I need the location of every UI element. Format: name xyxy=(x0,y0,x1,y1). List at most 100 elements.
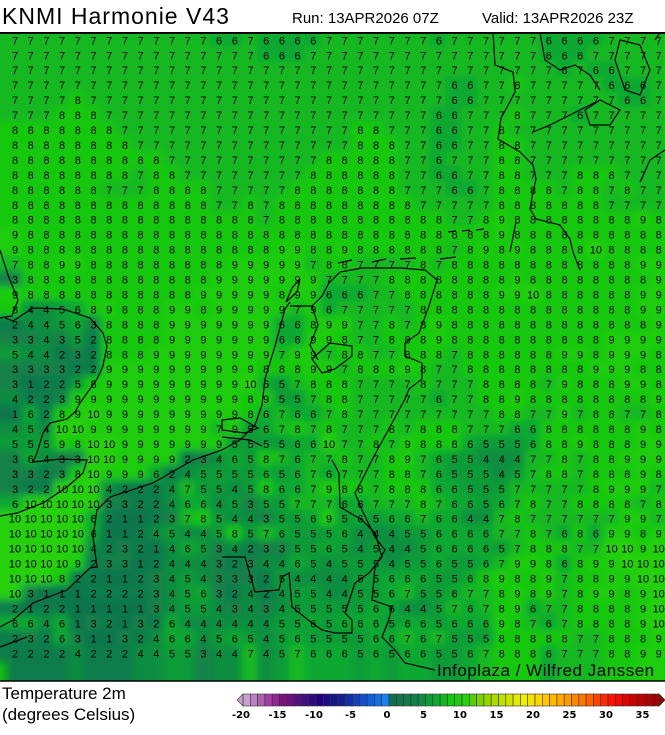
shade-cell xyxy=(634,241,652,259)
shade-cell xyxy=(116,76,134,94)
temperature-value: 6 xyxy=(389,574,395,586)
temperature-value: 5 xyxy=(279,469,285,481)
temperature-value: 10 xyxy=(653,603,665,615)
temperature-value: 8 xyxy=(593,215,599,227)
temperature-value: 8 xyxy=(185,230,191,242)
temperature-value: 10 xyxy=(527,289,539,301)
temperature-value: 5 xyxy=(200,603,206,615)
temperature-value: 8 xyxy=(561,469,567,481)
temperature-value: 8 xyxy=(514,334,520,346)
temperature-value: 7 xyxy=(467,155,473,167)
shade-cell xyxy=(163,76,181,94)
temperature-value: 8 xyxy=(59,409,65,421)
temperature-value: 9 xyxy=(122,394,128,406)
shade-cell xyxy=(178,91,197,109)
shade-cell xyxy=(21,151,40,169)
temperature-value: 6 xyxy=(467,80,473,92)
temperature-value: 2 xyxy=(185,454,191,466)
temperature-value: 5 xyxy=(169,529,175,541)
temperature-value: 7 xyxy=(373,394,379,406)
temperature-value: 7 xyxy=(561,588,567,600)
shade-cell xyxy=(273,106,291,124)
temperature-value: 7 xyxy=(373,275,379,287)
temperature-value: 6 xyxy=(342,648,348,660)
temperature-value: 8 xyxy=(624,469,630,481)
temperature-value: 8 xyxy=(546,349,552,361)
temperature-value: 5 xyxy=(467,559,473,571)
temperature-value: 9 xyxy=(247,289,253,301)
temperature-value: 5 xyxy=(200,544,206,556)
temperature-value: 8 xyxy=(138,245,144,257)
temperature-value: 6 xyxy=(609,65,615,77)
temperature-value: 9 xyxy=(310,334,316,346)
shade-cell xyxy=(163,196,181,214)
temperature-value: 8 xyxy=(656,230,662,242)
temperature-value: 7 xyxy=(420,65,426,77)
temperature-value: 4 xyxy=(389,529,395,541)
temperature-value: 8 xyxy=(640,230,646,242)
shade-cell xyxy=(320,46,338,64)
temperature-value: 6 xyxy=(561,65,567,77)
shade-cell xyxy=(492,136,511,154)
shade-cell xyxy=(0,136,9,154)
temperature-value: 8 xyxy=(593,454,599,466)
temperature-value: 6 xyxy=(452,95,458,107)
shade-cell xyxy=(68,166,87,184)
shade-cell xyxy=(53,226,71,244)
colorbar-tick-label: 20 xyxy=(526,710,540,721)
temperature-value: 9 xyxy=(640,588,646,600)
temperature-value: 5 xyxy=(514,469,520,481)
temperature-value: 9 xyxy=(169,454,175,466)
temperature-value: 7 xyxy=(420,170,426,182)
temperature-value: 7 xyxy=(28,35,34,47)
temperature-value: 2 xyxy=(153,618,159,630)
temperature-value: 8 xyxy=(514,514,520,526)
shade-cell xyxy=(6,196,24,214)
temperature-value: 6 xyxy=(452,110,458,122)
temperature-value: 9 xyxy=(609,574,615,586)
temperature-value: 10 xyxy=(25,574,37,586)
shade-cell xyxy=(131,61,150,79)
shade-cell xyxy=(351,121,370,139)
temperature-value: 6 xyxy=(185,544,191,556)
temperature-value: 7 xyxy=(483,588,489,600)
temperature-value: 8 xyxy=(561,334,567,346)
temperature-value: 9 xyxy=(153,394,159,406)
temperature-value: 5 xyxy=(247,454,253,466)
colorbar-box xyxy=(512,693,521,707)
shade-cell xyxy=(131,241,150,259)
temperature-value: 9 xyxy=(624,514,630,526)
shade-cell xyxy=(445,76,464,94)
shade-cell xyxy=(602,226,621,244)
temperature-value: 7 xyxy=(420,409,426,421)
shade-cell xyxy=(257,151,276,169)
temperature-value: 7 xyxy=(577,544,583,556)
temperature-value: 7 xyxy=(373,50,379,62)
temperature-value: 8 xyxy=(546,185,552,197)
temperature-value: 7 xyxy=(12,260,18,272)
temperature-value: 7 xyxy=(106,35,112,47)
temperature-value: 8 xyxy=(577,334,583,346)
temperature-value: 3 xyxy=(75,349,81,361)
temperature-value: 6 xyxy=(420,574,426,586)
shade-cell xyxy=(163,136,181,154)
temperature-value: 8 xyxy=(624,319,630,331)
shade-cell xyxy=(508,151,527,169)
temperature-value: 8 xyxy=(593,484,599,496)
shade-cell xyxy=(587,196,605,214)
shade-cell xyxy=(100,181,119,199)
shade-cell xyxy=(178,76,197,94)
temperature-value: 8 xyxy=(561,200,567,212)
shade-cell xyxy=(430,76,448,94)
temperature-value: 7 xyxy=(389,289,395,301)
temperature-value: 8 xyxy=(200,514,206,526)
temperature-value: 8 xyxy=(530,185,536,197)
shade-cell xyxy=(539,151,558,169)
temperature-value: 8 xyxy=(200,304,206,316)
temperature-value: 7 xyxy=(232,50,238,62)
temperature-value: 8 xyxy=(342,334,348,346)
shade-cell xyxy=(508,256,527,274)
shade-cell xyxy=(524,241,542,259)
temperature-value: 7 xyxy=(295,65,301,77)
shade-cell xyxy=(492,256,511,274)
